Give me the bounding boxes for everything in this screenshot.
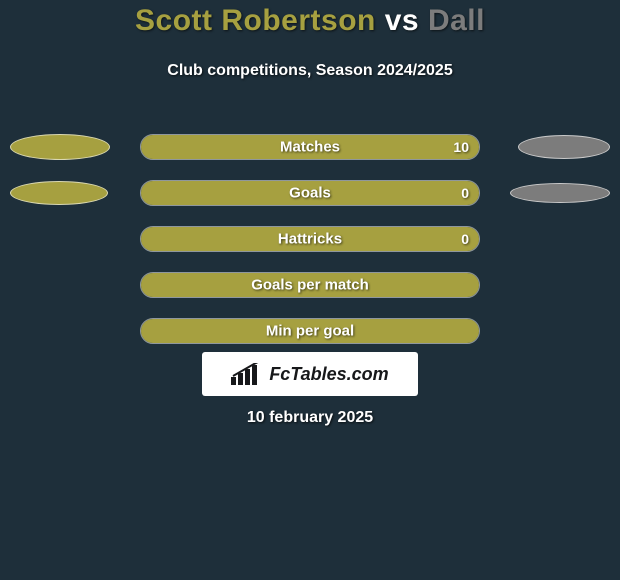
- stat-bar: Goals per match: [140, 272, 480, 298]
- brand-text: FcTables.com: [269, 364, 388, 385]
- bar-label: Goals: [141, 185, 479, 202]
- title: Scott Robertson vs Dall: [0, 4, 620, 38]
- bar-label: Min per goal: [141, 323, 479, 340]
- stat-row: Goals per match: [0, 262, 620, 308]
- bar-value-right: 0: [461, 185, 469, 201]
- stat-row: Min per goal: [0, 308, 620, 354]
- stat-row: Matches10: [0, 124, 620, 170]
- right-ellipse: [510, 183, 610, 203]
- subtitle: Club competitions, Season 2024/2025: [0, 62, 620, 80]
- title-player1: Scott Robertson: [135, 4, 376, 37]
- bar-label: Matches: [141, 139, 479, 156]
- stat-bar: Min per goal: [140, 318, 480, 344]
- footer-date: 10 february 2025: [0, 409, 620, 427]
- left-ellipse: [10, 134, 110, 160]
- stat-row: Goals0: [0, 170, 620, 216]
- bars-chart-icon: [231, 363, 263, 385]
- stat-bar: Goals0: [140, 180, 480, 206]
- brand-box: FcTables.com: [202, 352, 418, 396]
- right-ellipse: [518, 135, 610, 159]
- stats-infographic: Scott Robertson vs Dall Club competition…: [0, 0, 620, 580]
- bar-label: Goals per match: [141, 277, 479, 294]
- bar-label: Hattricks: [141, 231, 479, 248]
- bar-value-right: 10: [453, 139, 469, 155]
- title-vs: vs: [385, 4, 419, 37]
- title-player2: Dall: [428, 4, 485, 37]
- bar-value-right: 0: [461, 231, 469, 247]
- stat-row: Hattricks0: [0, 216, 620, 262]
- stat-bar: Hattricks0: [140, 226, 480, 252]
- brand-inner: FcTables.com: [231, 363, 388, 385]
- stat-bar: Matches10: [140, 134, 480, 160]
- left-ellipse: [10, 181, 108, 205]
- stat-rows: Matches10Goals0Hattricks0Goals per match…: [0, 124, 620, 354]
